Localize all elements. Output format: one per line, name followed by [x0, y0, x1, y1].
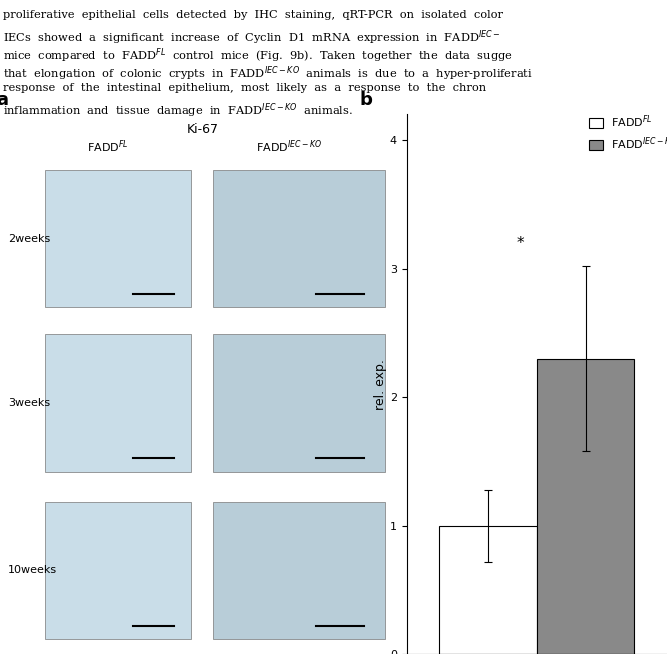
Text: 2weeks: 2weeks [8, 233, 50, 243]
FancyBboxPatch shape [45, 170, 191, 307]
Text: IECs  showed  a  significant  increase  of  Cyclin  D1  mRNA  expression  in  FA: IECs showed a significant increase of Cy… [3, 28, 501, 46]
Bar [537, 358, 634, 654]
Text: a: a [0, 91, 8, 109]
FancyBboxPatch shape [213, 502, 385, 639]
Text: that  elongation  of  colonic  crypts  in  FADD$^{IEC-KO}$  animals  is  due  to: that elongation of colonic crypts in FAD… [3, 65, 533, 83]
FancyBboxPatch shape [213, 170, 385, 307]
FancyBboxPatch shape [45, 502, 191, 639]
FancyBboxPatch shape [213, 334, 385, 472]
FancyBboxPatch shape [45, 334, 191, 472]
Text: 10weeks: 10weeks [8, 565, 57, 576]
Text: response  of  the  intestinal  epithelium,  most  likely  as  a  response  to  t: response of the intestinal epithelium, m… [3, 83, 486, 93]
Text: inflammation  and  tissue  damage  in  FADD$^{IEC-KO}$  animals.: inflammation and tissue damage in FADD$^… [3, 101, 354, 120]
Text: *: * [517, 235, 524, 250]
Bar [440, 526, 537, 654]
Text: proliferative  epithelial  cells  detected  by  IHC  staining,  qRT-PCR  on  iso: proliferative epithelial cells detected … [3, 10, 504, 20]
Legend: FADD$^{FL}$, FADD$^{IEC-KO}$: FADD$^{FL}$, FADD$^{IEC-KO}$ [585, 109, 667, 157]
Text: FADD$^{FL}$: FADD$^{FL}$ [87, 139, 128, 156]
Text: 3weeks: 3weeks [8, 398, 50, 408]
Text: mice  compared  to  FADD$^{FL}$  control  mice  (Fig.  9b).  Taken  together  th: mice compared to FADD$^{FL}$ control mic… [3, 46, 513, 65]
Text: Ki-67: Ki-67 [187, 122, 219, 135]
Y-axis label: rel. exp.: rel. exp. [374, 359, 387, 409]
Text: FADD$^{IEC-KO}$: FADD$^{IEC-KO}$ [255, 139, 322, 156]
Text: b: b [360, 91, 373, 109]
